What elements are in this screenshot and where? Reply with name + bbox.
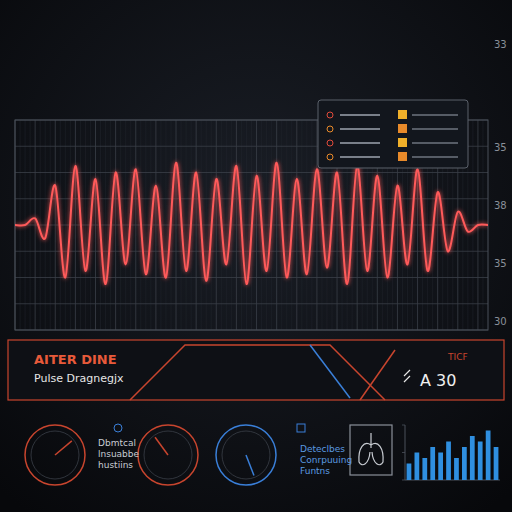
caption-line: Deteclbes <box>300 444 345 454</box>
gauge-needle <box>246 455 254 476</box>
info-row <box>412 114 458 116</box>
bar <box>470 436 475 480</box>
caption-icon <box>114 424 122 432</box>
grid-line-y <box>15 303 488 304</box>
info-swatch <box>398 124 407 133</box>
info-swatch <box>398 138 407 147</box>
info-icon <box>327 126 333 132</box>
gauge-ring <box>25 425 85 485</box>
lung-box <box>350 425 392 475</box>
info-row <box>340 142 380 144</box>
banner-accent <box>310 345 350 398</box>
readout-icon <box>404 370 410 382</box>
dashboard: 3335383530AITER DINEPulse DragnegjxTICFA… <box>0 0 512 512</box>
gauge-inner <box>31 431 79 479</box>
info-icon <box>327 112 333 118</box>
info-row <box>412 156 458 158</box>
banner: AITER DINE Pulse Dragnegjx TICF A 30 <box>8 340 504 400</box>
side-label: 35 <box>494 142 507 153</box>
info-panel <box>318 100 468 168</box>
bar-axis-line <box>405 425 406 480</box>
info-box <box>318 100 468 168</box>
banner-box <box>8 340 504 400</box>
info-icon <box>327 140 333 146</box>
bar <box>407 464 412 481</box>
side-label: 33 <box>494 39 507 50</box>
waveform <box>15 163 488 284</box>
caption-line: Funtns <box>300 466 330 476</box>
bar <box>415 453 420 481</box>
banner-trapezoid <box>130 345 385 400</box>
banner-tag: TICF <box>447 352 468 362</box>
bar <box>462 447 467 480</box>
banner-title: AITER DINE <box>34 352 117 367</box>
gauge-inner <box>144 431 192 479</box>
info-row <box>340 128 380 130</box>
gauge-needle <box>155 437 168 455</box>
bar-group <box>407 431 499 481</box>
caption-line: Dbmtcal <box>98 438 136 448</box>
bar-axis <box>402 425 500 480</box>
side-label: 35 <box>494 258 507 269</box>
lung-icon <box>359 433 383 465</box>
info-row <box>412 142 458 144</box>
bar <box>438 453 443 481</box>
caption-line: lnsuabbe <box>98 449 140 459</box>
bar <box>422 458 427 480</box>
banner-readout: A 30 <box>420 371 456 390</box>
caption-line: Conrpuuing <box>300 455 352 465</box>
grid-line-y <box>15 251 488 252</box>
side-label: 30 <box>494 316 507 327</box>
gauges: Dbmtcallnsuabbehustiins DeteclbesConrpuui… <box>25 424 392 485</box>
info-row <box>340 156 380 158</box>
info-swatch <box>398 152 407 161</box>
gauge-inner <box>222 431 270 479</box>
info-row <box>412 128 458 130</box>
bar <box>478 442 483 481</box>
info-swatch <box>398 110 407 119</box>
bar <box>486 431 491 481</box>
gauge-ring <box>216 425 276 485</box>
grid-line-y <box>15 198 488 199</box>
side-label: 38 <box>494 200 507 211</box>
line-group <box>15 163 488 284</box>
gauge-ring <box>138 425 198 485</box>
caption-icon <box>297 424 305 432</box>
banner-subtitle: Pulse Dragnegjx <box>34 372 124 385</box>
banner-accent <box>360 350 395 400</box>
bar <box>494 447 499 480</box>
gauge-needle <box>55 441 72 455</box>
bar <box>446 442 451 481</box>
grid-line-y <box>15 277 488 278</box>
info-row <box>340 114 380 116</box>
background <box>0 0 512 512</box>
bar <box>454 458 459 480</box>
bar <box>430 447 435 480</box>
caption-line: hustiins <box>98 460 133 470</box>
info-icon <box>327 154 333 160</box>
